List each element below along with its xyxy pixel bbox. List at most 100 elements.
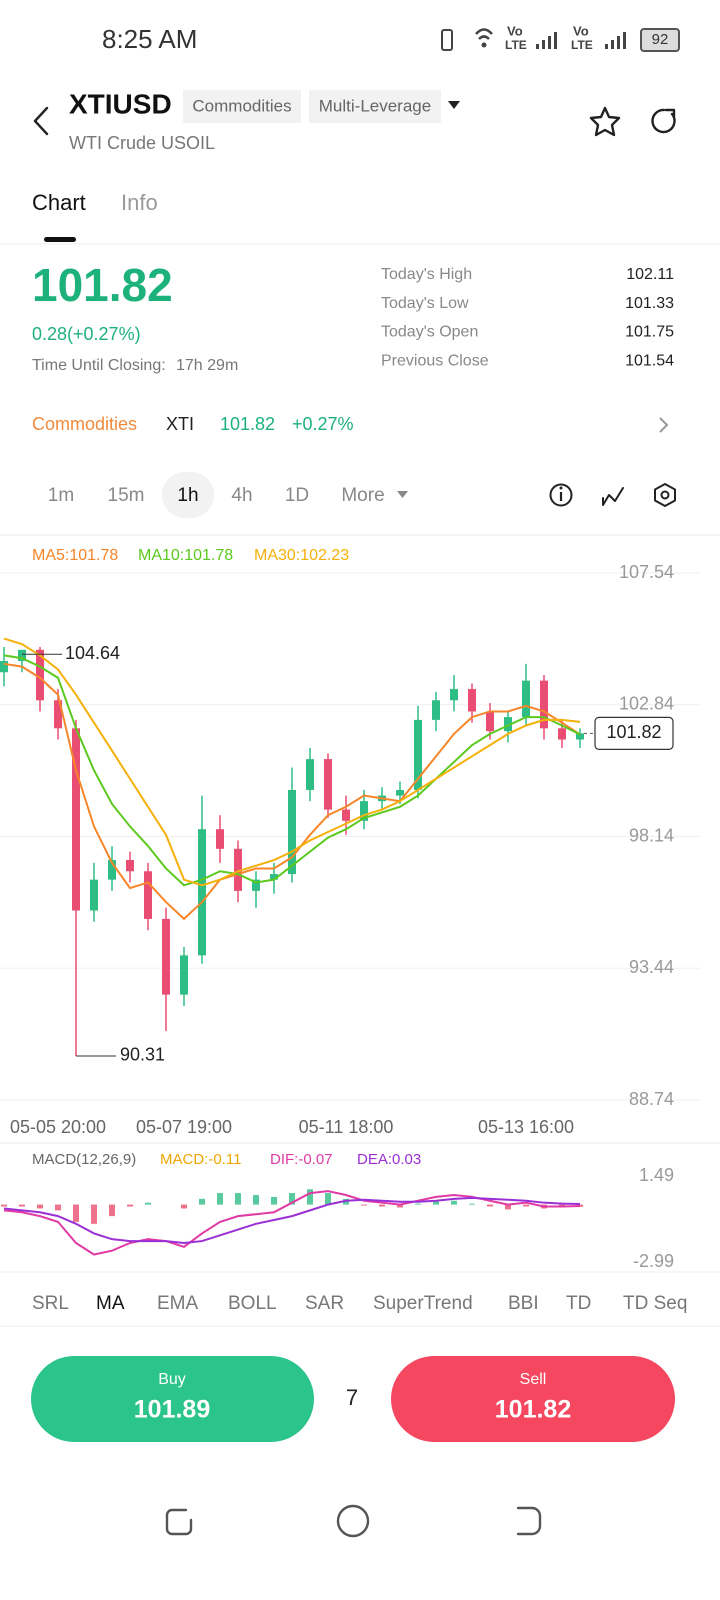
sell-button[interactable] bbox=[391, 1356, 675, 1442]
macd-bar bbox=[235, 1193, 241, 1205]
tag: Multi-Leverage bbox=[319, 96, 431, 115]
tag-bg bbox=[309, 90, 441, 123]
legend-entry: MA10:101.78 bbox=[138, 547, 233, 564]
svg-text:LTE: LTE bbox=[505, 38, 527, 52]
interval[interactable]: 1h bbox=[177, 485, 198, 506]
share-button[interactable] bbox=[651, 108, 676, 134]
last-price-box bbox=[594, 716, 674, 750]
stat-label: Previous Close bbox=[381, 352, 489, 369]
favorite-button[interactable] bbox=[589, 106, 621, 137]
candle-body bbox=[0, 661, 8, 673]
tab-active[interactable]: Chart bbox=[32, 190, 86, 215]
macd-bar bbox=[91, 1204, 97, 1224]
y-tick-label: 107.54 bbox=[619, 562, 674, 582]
more-arrow[interactable] bbox=[397, 491, 408, 498]
macd-bar bbox=[1, 1204, 7, 1207]
indicator[interactable]: SAR bbox=[305, 1293, 344, 1314]
y-tick-label: 88.74 bbox=[629, 1089, 674, 1109]
candle-body bbox=[162, 918, 170, 995]
tab[interactable]: Info bbox=[121, 190, 158, 215]
status-time: 8:25 AM bbox=[102, 24, 197, 54]
indicator[interactable]: SuperTrend bbox=[373, 1293, 473, 1314]
candle-body bbox=[72, 728, 80, 911]
battery bbox=[640, 28, 680, 52]
macd-bar bbox=[73, 1204, 79, 1222]
macd-bar bbox=[289, 1193, 295, 1205]
stat-label: Today's Open bbox=[381, 324, 478, 341]
related-category[interactable]: Commodities bbox=[32, 414, 137, 434]
candle-body bbox=[144, 871, 152, 919]
macd-bar bbox=[19, 1204, 25, 1207]
sell-label: Sell bbox=[520, 1371, 547, 1388]
macd-bar bbox=[37, 1204, 43, 1209]
macd-bar bbox=[379, 1204, 385, 1207]
buy-price: 101.89 bbox=[134, 1396, 210, 1424]
macd-bar bbox=[451, 1200, 457, 1205]
nav-bar[interactable] bbox=[165, 1504, 542, 1538]
candle-body bbox=[540, 680, 548, 729]
macd-bar bbox=[577, 1204, 583, 1207]
macd-bar bbox=[469, 1203, 475, 1205]
price: 101.82 bbox=[32, 259, 173, 311]
x-tick-label: 05-13 16:00 bbox=[478, 1117, 574, 1137]
high-label: 104.64 bbox=[65, 643, 120, 663]
candle-body bbox=[396, 789, 404, 796]
back-button[interactable] bbox=[33, 106, 49, 136]
x-tick-label: 05-05 20:00 bbox=[10, 1117, 106, 1137]
closing-label: Time Until Closing: bbox=[32, 357, 166, 374]
candle-body bbox=[558, 728, 566, 740]
indicator[interactable]: SRL bbox=[32, 1293, 69, 1314]
y-tick-label: 98.14 bbox=[629, 825, 674, 845]
candle-body bbox=[198, 829, 206, 956]
candle-body bbox=[522, 680, 530, 718]
candle-body bbox=[306, 759, 314, 790]
intervals: 1m 15m 1h 4h 1D More bbox=[48, 485, 385, 506]
macd-bar bbox=[217, 1193, 223, 1205]
indicator[interactable]: TD bbox=[566, 1293, 591, 1314]
stat-value: 101.75 bbox=[625, 324, 674, 341]
charts: 88.74 93.44 98.14 102.84 107.54 05-05 20:00 05… bbox=[0, 547, 700, 1271]
chevron[interactable] bbox=[659, 417, 669, 433]
legend-entry: DIF:-0.07 bbox=[270, 1151, 333, 1168]
x-tick-label: 05-11 18:00 bbox=[299, 1117, 394, 1137]
candle-body bbox=[180, 955, 188, 995]
macd-bar bbox=[271, 1196, 277, 1205]
indicator[interactable]: BOLL bbox=[228, 1293, 277, 1314]
sell-price: 101.82 bbox=[495, 1396, 571, 1424]
y-tick-label: -2.99 bbox=[633, 1251, 674, 1271]
legend-entry: MA5:101.78 bbox=[32, 547, 118, 564]
macd-line bbox=[3, 1196, 581, 1245]
interval[interactable]: 4h bbox=[231, 485, 252, 506]
indicator[interactable]: EMA bbox=[157, 1293, 199, 1314]
chart-tools[interactable] bbox=[549, 483, 676, 507]
symbol: XTIUSD bbox=[69, 88, 172, 119]
legend-entry: MACD:-0.11 bbox=[160, 1151, 241, 1168]
candle-body bbox=[468, 689, 476, 712]
indicator[interactable]: TD Seq bbox=[623, 1293, 687, 1314]
svg-text:Vo: Vo bbox=[573, 23, 589, 38]
interval[interactable]: 1m bbox=[48, 485, 74, 506]
macd-bar bbox=[307, 1189, 313, 1205]
indicator-bar: SRL MA EMA BOLL SAR SuperTrend BBI TD TD Seq bbox=[32, 1293, 687, 1314]
stat-value: 102.11 bbox=[626, 266, 674, 283]
legend-entry: DEA:0.03 bbox=[357, 1151, 421, 1168]
related-price: 101.82 bbox=[220, 414, 275, 434]
candle-body bbox=[288, 789, 296, 875]
candle-body bbox=[234, 848, 242, 891]
interval[interactable]: More bbox=[341, 485, 384, 506]
macd-title: MACD(12,26,9) bbox=[32, 1151, 136, 1168]
indicator[interactable]: MA bbox=[96, 1293, 125, 1314]
interval[interactable]: 1D bbox=[285, 485, 309, 506]
candle-body bbox=[504, 717, 512, 732]
candle-body bbox=[414, 719, 422, 790]
last-price: 101.82 bbox=[606, 722, 661, 742]
candle-body bbox=[432, 700, 440, 720]
tab-indicator bbox=[44, 237, 76, 242]
dropdown-arrow[interactable] bbox=[448, 101, 460, 109]
interval[interactable]: 15m bbox=[108, 485, 145, 506]
candle-body bbox=[126, 860, 134, 872]
macd-bar bbox=[109, 1204, 115, 1217]
indicator[interactable]: BBI bbox=[508, 1293, 539, 1314]
buy-button[interactable] bbox=[31, 1356, 314, 1442]
